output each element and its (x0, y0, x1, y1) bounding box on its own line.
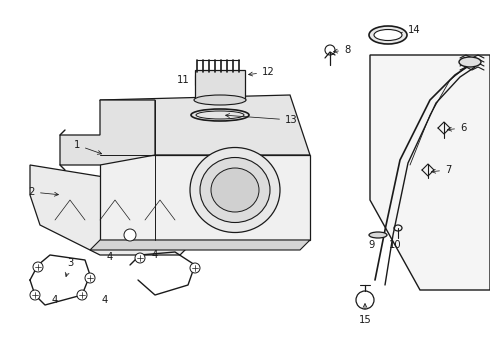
Circle shape (85, 273, 95, 283)
Text: 3: 3 (65, 258, 73, 276)
Ellipse shape (374, 30, 402, 40)
Text: 4: 4 (102, 295, 108, 305)
Text: 6: 6 (447, 123, 466, 133)
Polygon shape (195, 70, 245, 100)
Ellipse shape (190, 148, 280, 233)
Text: 14: 14 (392, 25, 420, 36)
Circle shape (135, 253, 145, 263)
Text: 1: 1 (74, 140, 101, 154)
Circle shape (33, 262, 43, 272)
Text: 9: 9 (369, 240, 375, 250)
Polygon shape (100, 155, 310, 240)
Ellipse shape (200, 158, 270, 222)
Text: 11: 11 (177, 75, 190, 85)
Circle shape (77, 290, 87, 300)
Polygon shape (30, 165, 215, 255)
Ellipse shape (211, 168, 259, 212)
Polygon shape (90, 240, 310, 250)
Ellipse shape (369, 232, 387, 238)
Text: 7: 7 (432, 165, 451, 175)
Text: 4: 4 (152, 250, 158, 260)
Ellipse shape (459, 57, 481, 67)
Text: 4: 4 (52, 295, 58, 305)
Polygon shape (100, 95, 310, 155)
Text: 13: 13 (225, 114, 297, 125)
Text: 4: 4 (107, 252, 113, 262)
Ellipse shape (194, 95, 246, 105)
Text: 15: 15 (359, 303, 371, 325)
Text: 10: 10 (389, 240, 401, 250)
Circle shape (124, 229, 136, 241)
Circle shape (190, 263, 200, 273)
Ellipse shape (369, 26, 407, 44)
Circle shape (30, 290, 40, 300)
Text: 12: 12 (248, 67, 275, 77)
Text: 2: 2 (28, 187, 58, 197)
Polygon shape (370, 55, 490, 290)
Text: 8: 8 (334, 45, 350, 55)
Polygon shape (60, 100, 155, 165)
